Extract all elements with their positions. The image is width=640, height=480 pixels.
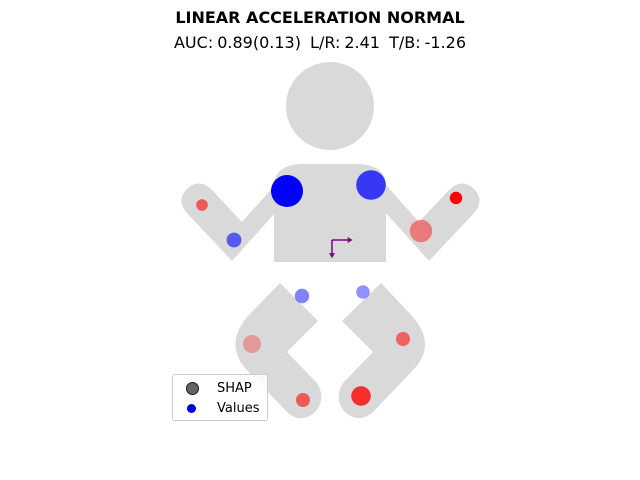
legend: SHAP Values xyxy=(172,374,268,421)
values-marker-icon xyxy=(187,403,196,413)
lr-value: 2.41 xyxy=(344,33,380,52)
shap-point-right-knee xyxy=(396,332,410,346)
shap-point-right-hip xyxy=(356,285,370,299)
shap-point-left-hand xyxy=(196,199,208,211)
shap-point-left-elbow xyxy=(226,232,242,248)
right-leg-shape xyxy=(338,283,426,419)
right-arm-shape xyxy=(386,183,480,261)
left-leg-shape xyxy=(235,283,322,419)
legend-entry-values: Values xyxy=(173,398,259,418)
shap-point-right-hand xyxy=(449,191,463,205)
legend-shap-label: SHAP xyxy=(217,380,252,396)
shap-point-left-knee xyxy=(243,335,261,353)
lr-label: L/R: xyxy=(310,33,341,52)
tb-label: T/B: xyxy=(389,33,421,52)
direction-arrow xyxy=(329,237,353,259)
auc-value: 0.89(0.13) xyxy=(217,33,301,52)
left-arm-shape xyxy=(181,183,275,261)
shap-points xyxy=(196,170,463,407)
shap-point-left-shoulder xyxy=(271,175,303,207)
legend-entry-shap: SHAP xyxy=(173,378,252,398)
shap-marker-icon xyxy=(186,381,199,395)
arrow-tb-head xyxy=(329,253,335,259)
chart-title: LINEAR ACCELERATION NORMAL xyxy=(175,8,465,27)
shap-point-right-elbow xyxy=(409,219,433,243)
head-shape xyxy=(286,62,374,150)
shap-point-right-shoulder xyxy=(356,170,386,200)
shap-point-left-hip xyxy=(294,288,310,304)
shap-point-right-foot xyxy=(351,386,371,406)
tb-value: -1.26 xyxy=(424,33,467,52)
arrow-lr-head xyxy=(347,237,353,243)
chart-subtitle: AUC: 0.89(0.13) L/R: 2.41 T/B: -1.26 xyxy=(0,33,640,52)
legend-values-label: Values xyxy=(217,400,260,416)
body-silhouette xyxy=(181,62,480,419)
shap-point-left-foot xyxy=(296,393,310,407)
auc-label: AUC: xyxy=(173,33,214,52)
